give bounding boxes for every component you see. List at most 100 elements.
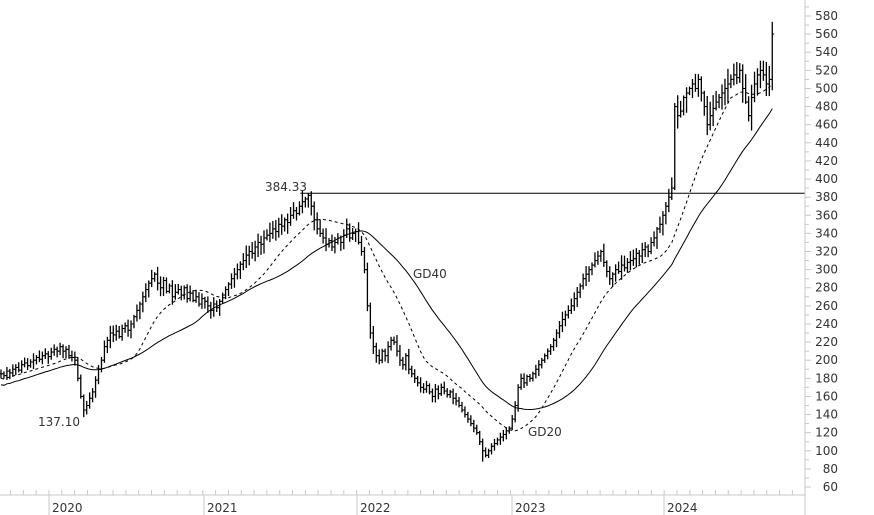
ohlc-bar [640, 242, 645, 264]
gd40-label: GD40 [413, 267, 447, 281]
ohlc-bar [740, 64, 745, 103]
ohlc-bar [699, 76, 704, 102]
ohlc-bar [560, 311, 565, 333]
ohlc-bar [489, 443, 494, 455]
ohlc-bar [84, 400, 89, 415]
ohlc-bar [19, 360, 24, 374]
x-tick-label: 2021 [207, 501, 238, 515]
ohlc-bar [383, 348, 388, 362]
ohlc-bar [625, 258, 630, 273]
ohlc-bar [235, 263, 240, 280]
ohlc-bar [672, 103, 677, 191]
ohlc-bar [421, 383, 426, 394]
y-tick-label: 580 [815, 9, 838, 23]
ohlc-bar [288, 207, 293, 226]
ohlc-bar [770, 21, 775, 91]
ohlc-bar [273, 220, 278, 241]
ohlc-bar [321, 228, 326, 244]
ohlc-bar [720, 84, 725, 110]
ohlc-bar [418, 377, 423, 393]
ohlc-bar [386, 341, 391, 364]
ohlc-bar [427, 383, 432, 395]
ohlc-bar [1, 371, 6, 379]
ohlc-bar [102, 340, 107, 363]
ohlc-bar [108, 325, 113, 349]
x-axis: 2020 2021 2022 2023 2024 [10, 490, 793, 515]
ohlc-bar [504, 427, 509, 440]
ohlc-bar [37, 350, 42, 363]
ohlc-bar [247, 245, 252, 266]
y-tick-label: 460 [815, 118, 838, 132]
ohlc-bar [474, 424, 479, 435]
ohlc-bar [179, 285, 184, 301]
ohlc-bar [442, 381, 447, 395]
y-tick-label: 140 [815, 408, 838, 422]
ohlc-bar [601, 243, 606, 267]
ohlc-bar [767, 66, 772, 97]
ohlc-bar [392, 336, 397, 345]
ohlc-bar [454, 393, 459, 406]
y-tick-label: 200 [815, 353, 838, 367]
ohlc-bar [758, 60, 763, 89]
y-tick-label: 540 [815, 45, 838, 59]
ohlc-bar [445, 388, 450, 398]
ohlc-bar [542, 353, 547, 363]
ohlc-bar [161, 276, 166, 297]
ohlc-bar [684, 87, 689, 113]
ohlc-bar [590, 262, 594, 276]
ohlc-bar [256, 233, 261, 257]
ohlc-bar [244, 245, 249, 269]
ohlc-bar [545, 348, 550, 360]
ohlc-bar [575, 287, 580, 307]
ohlc-bars [0, 21, 775, 462]
ohlc-bar [666, 188, 671, 213]
ohlc-bar [267, 222, 272, 243]
ohlc-bar [548, 344, 553, 355]
ohlc-bar [430, 388, 435, 403]
ohlc-bar [513, 401, 518, 423]
y-tick-label: 60 [823, 480, 838, 494]
y-tick-label: 180 [815, 371, 838, 385]
ohlc-bar [687, 86, 692, 96]
ohlc-bar [752, 71, 757, 103]
ohlc-bar [114, 324, 119, 341]
ohlc-bar [371, 326, 376, 354]
ohlc-bar [185, 284, 190, 303]
ohlc-bar [28, 359, 33, 368]
ohlc-bar [737, 63, 742, 83]
ohlc-bar [152, 272, 157, 282]
ohlc-bar [572, 292, 577, 311]
ohlc-bar [451, 388, 456, 405]
ohlc-bar [90, 388, 95, 403]
ohlc-bar [129, 320, 134, 339]
ohlc-bar [52, 344, 57, 356]
ohlc-bar [471, 419, 476, 433]
ohlc-bar [25, 358, 30, 371]
ohlc-bar [158, 276, 163, 297]
ohlc-bar [734, 61, 739, 85]
ohlc-bar [749, 84, 754, 131]
y-tick-label: 380 [815, 190, 838, 204]
ohlc-bar [536, 360, 541, 377]
ohlc-bar [554, 329, 559, 348]
ohlc-bar [433, 383, 438, 403]
ohlc-bar [705, 95, 710, 136]
ohlc-bar [303, 196, 308, 208]
ohlc-bar [566, 305, 571, 319]
ohlc-bar [170, 280, 175, 305]
ohlc-bar [722, 78, 727, 106]
ohlc-bar [660, 211, 665, 236]
ohlc-bar [377, 349, 382, 365]
ohlc-bar [40, 351, 45, 365]
ohlc-bar [652, 231, 657, 247]
y-tick-label: 300 [815, 263, 838, 277]
x-tick-label: 2020 [52, 501, 83, 515]
ohlc-bar [276, 217, 281, 238]
ohlc-bar [10, 364, 15, 377]
y-tick-label: 500 [815, 81, 838, 95]
ohlc-bar [519, 373, 524, 390]
gd20-label: GD20 [528, 425, 562, 439]
ohlc-bar [448, 389, 453, 399]
ohlc-bar [646, 244, 651, 258]
